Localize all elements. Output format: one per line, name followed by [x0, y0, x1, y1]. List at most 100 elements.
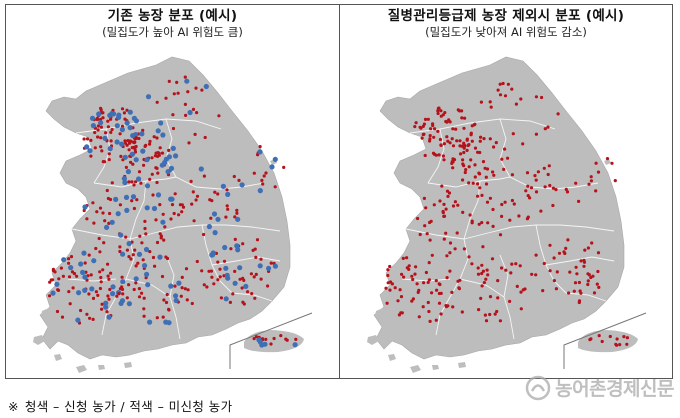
non-applied-farm-marker	[470, 124, 474, 128]
applied-farm-marker	[223, 296, 229, 302]
non-applied-farm-marker	[582, 258, 586, 262]
non-applied-farm-marker	[154, 218, 158, 222]
non-applied-farm-marker	[519, 97, 523, 101]
province-boundary	[93, 128, 111, 184]
non-applied-farm-marker	[82, 137, 86, 141]
applied-farm-marker	[272, 156, 278, 162]
non-applied-farm-marker	[562, 250, 566, 254]
non-applied-farm-marker	[185, 298, 189, 302]
non-applied-farm-marker	[148, 177, 152, 181]
non-applied-farm-marker	[473, 175, 477, 179]
non-applied-farm-marker	[67, 275, 72, 279]
non-applied-farm-marker	[158, 203, 162, 207]
non-applied-farm-marker	[484, 175, 488, 179]
farm-markers	[384, 81, 629, 347]
non-applied-farm-marker	[564, 246, 568, 250]
non-applied-farm-marker	[577, 300, 581, 305]
applied-farm-marker	[98, 120, 104, 126]
non-applied-farm-marker	[594, 161, 598, 165]
non-applied-farm-marker	[143, 226, 147, 231]
non-applied-farm-marker	[109, 139, 113, 143]
applied-farm-marker	[159, 162, 165, 168]
non-applied-farm-marker	[488, 312, 492, 317]
non-applied-farm-marker	[458, 139, 462, 143]
non-applied-farm-marker	[477, 222, 481, 226]
non-applied-farm-marker	[510, 262, 514, 266]
non-applied-farm-marker	[82, 208, 86, 213]
non-applied-farm-marker	[99, 145, 103, 149]
non-applied-farm-marker	[450, 290, 454, 294]
non-applied-farm-marker	[495, 309, 499, 314]
non-applied-farm-marker	[431, 123, 435, 128]
applied-farm-marker	[155, 128, 161, 134]
non-applied-farm-marker	[98, 286, 102, 291]
jeju-island-shape	[578, 330, 638, 353]
non-applied-farm-marker	[445, 135, 449, 139]
non-applied-farm-marker	[123, 139, 127, 143]
non-applied-farm-marker	[476, 272, 481, 276]
non-applied-farm-marker	[554, 287, 558, 291]
non-applied-farm-marker	[462, 164, 466, 168]
non-applied-farm-marker	[476, 150, 480, 154]
non-applied-farm-marker	[169, 217, 173, 221]
non-applied-farm-marker	[232, 174, 236, 179]
non-applied-farm-marker	[427, 309, 431, 314]
non-applied-farm-marker	[478, 139, 482, 143]
applied-farm-marker	[257, 188, 263, 194]
non-applied-farm-marker	[390, 282, 394, 286]
applied-farm-marker	[144, 205, 150, 211]
non-applied-farm-marker	[478, 186, 482, 190]
non-applied-farm-marker	[186, 90, 190, 94]
non-applied-farm-marker	[587, 182, 591, 186]
applied-farm-marker	[166, 154, 172, 160]
non-applied-farm-marker	[195, 259, 199, 264]
non-applied-farm-marker	[498, 319, 502, 323]
non-applied-farm-marker	[485, 268, 489, 272]
non-applied-farm-marker	[209, 269, 213, 273]
non-applied-farm-marker	[71, 286, 75, 290]
applied-farm-marker	[113, 196, 119, 202]
applied-farm-marker	[102, 135, 108, 141]
non-applied-farm-marker	[173, 192, 177, 196]
non-applied-farm-marker	[450, 137, 454, 141]
non-applied-farm-marker	[212, 282, 216, 286]
non-applied-farm-marker	[202, 174, 206, 178]
non-applied-farm-marker	[567, 291, 571, 295]
non-applied-farm-marker	[467, 181, 471, 185]
non-applied-farm-marker	[120, 275, 124, 279]
applied-farm-marker	[220, 183, 226, 189]
applied-farm-marker	[142, 263, 148, 269]
non-applied-farm-marker	[473, 146, 478, 150]
non-applied-farm-marker	[511, 132, 515, 136]
applied-farm-marker	[139, 131, 145, 137]
non-applied-farm-marker	[557, 251, 562, 255]
non-applied-farm-marker	[518, 264, 522, 268]
non-applied-farm-marker	[180, 275, 184, 279]
non-applied-farm-marker	[610, 161, 614, 165]
applied-farm-marker	[114, 123, 120, 129]
non-applied-farm-marker	[462, 247, 466, 251]
non-applied-farm-marker	[441, 211, 445, 215]
non-applied-farm-marker	[388, 264, 392, 269]
non-applied-farm-marker	[539, 209, 543, 213]
non-applied-farm-marker	[155, 240, 160, 245]
non-applied-farm-marker	[190, 301, 194, 306]
non-applied-farm-marker	[437, 291, 441, 296]
non-applied-farm-marker	[213, 190, 217, 194]
province-boundary	[427, 128, 445, 184]
non-applied-farm-marker	[125, 296, 129, 300]
non-applied-farm-marker	[410, 299, 414, 303]
non-applied-farm-marker	[161, 212, 165, 216]
non-applied-farm-marker	[579, 259, 583, 263]
non-applied-farm-marker	[462, 150, 466, 155]
applied-farm-marker	[292, 342, 298, 348]
non-applied-farm-marker	[467, 165, 471, 169]
non-applied-farm-marker	[60, 315, 65, 319]
non-applied-farm-marker	[454, 127, 458, 131]
non-applied-farm-marker	[88, 316, 92, 320]
non-applied-farm-marker	[501, 81, 505, 86]
non-applied-farm-marker	[488, 137, 492, 141]
non-applied-farm-marker	[515, 284, 519, 288]
applied-farm-marker	[106, 314, 112, 320]
non-applied-farm-marker	[218, 275, 222, 279]
